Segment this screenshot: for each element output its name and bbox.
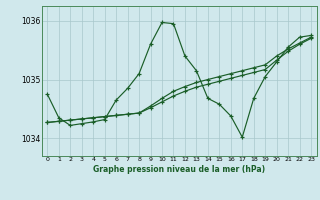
X-axis label: Graphe pression niveau de la mer (hPa): Graphe pression niveau de la mer (hPa) <box>93 165 265 174</box>
